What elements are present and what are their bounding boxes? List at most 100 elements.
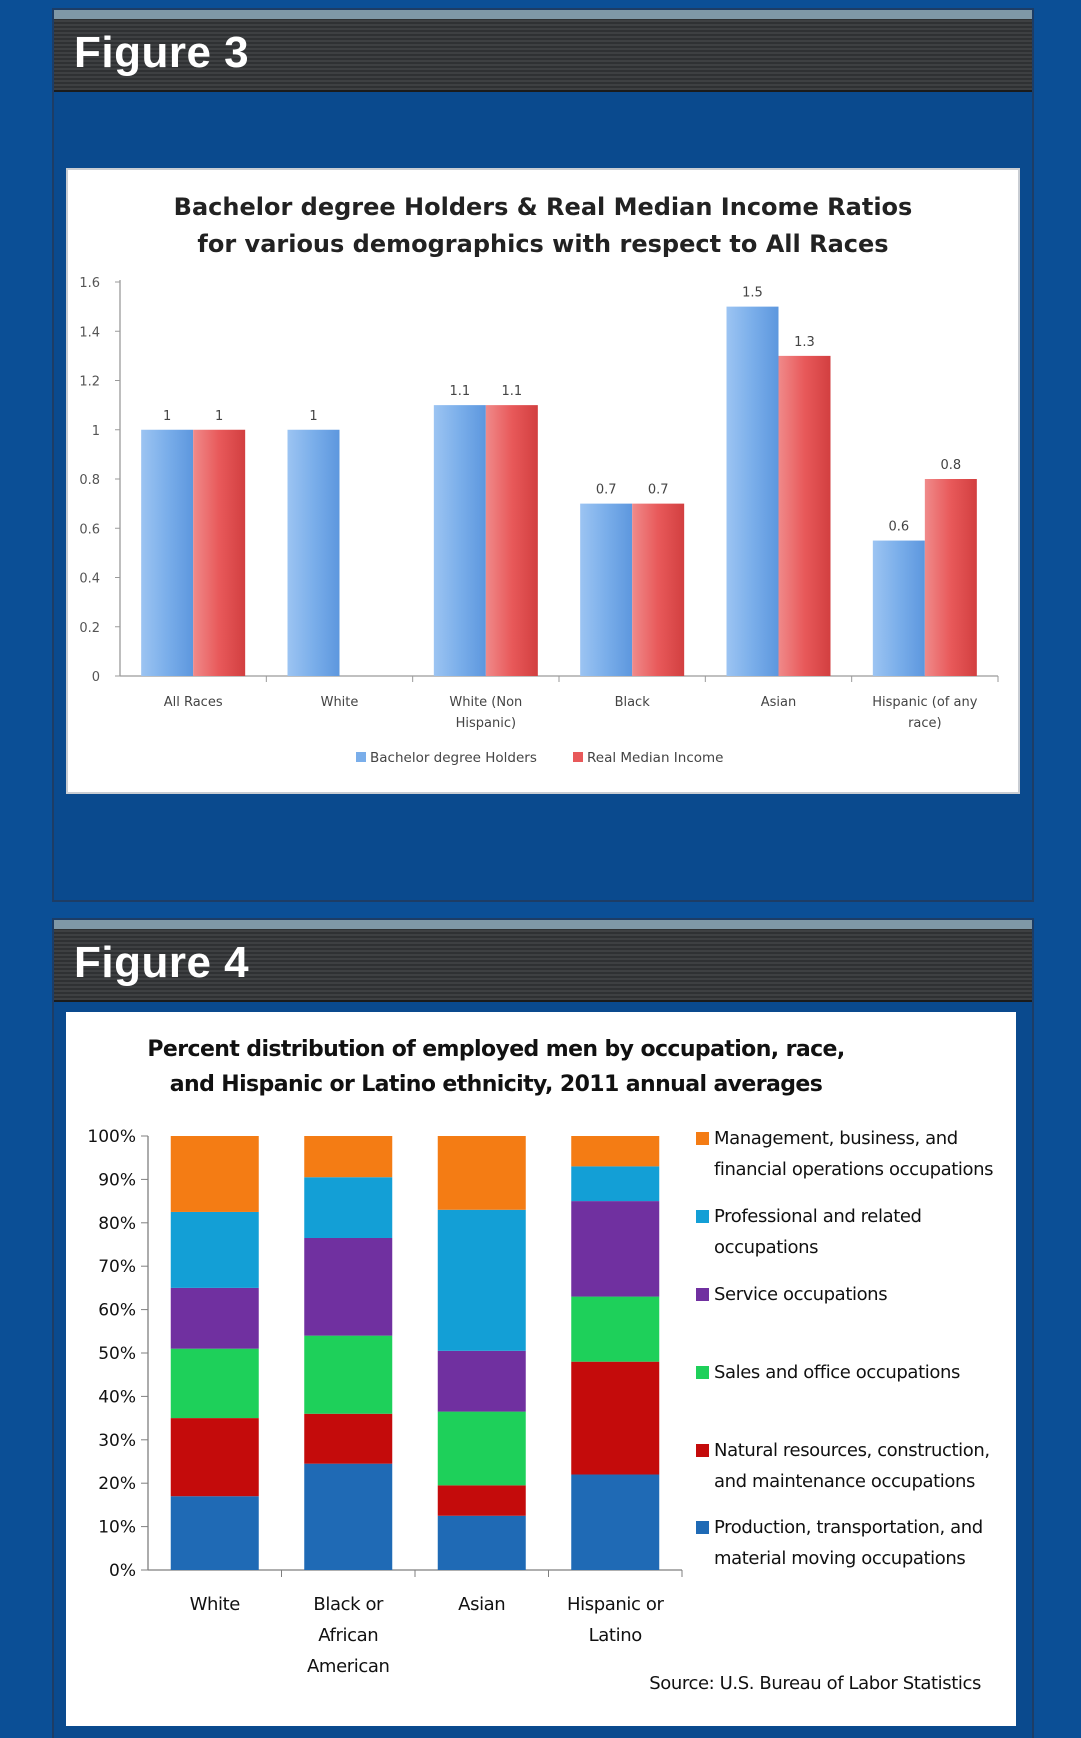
chart2-legend-label: occupations <box>714 1237 818 1258</box>
chart1-data-label: 0.7 <box>648 483 669 498</box>
chart1-y-tick-label: 0.4 <box>79 572 100 587</box>
chart2-bar-segment <box>170 1418 259 1497</box>
chart1-title-line1: Bachelor degree Holders & Real Median In… <box>174 193 913 221</box>
chart1-bar <box>433 405 486 676</box>
chart2-bar-segment <box>437 1515 526 1570</box>
chart2-category-label: Hispanic or <box>567 1594 664 1615</box>
chart2-y-tick-label: 50% <box>98 1344 136 1364</box>
chart2-bar-segment <box>170 1496 259 1570</box>
chart1-legend-label: Bachelor degree Holders <box>370 750 537 766</box>
figure-4-panel: Figure 4 Percent distribution of employe… <box>52 918 1034 1738</box>
chart2-legend-label: Service occupations <box>714 1284 887 1305</box>
chart2-y-tick-label: 70% <box>98 1257 136 1277</box>
chart1-data-label: 1.1 <box>501 384 522 399</box>
figure-4-chart-card: Percent distribution of employed men by … <box>66 1012 1016 1726</box>
chart2-y-tick-label: 30% <box>98 1431 136 1451</box>
chart2-category-label: American <box>307 1656 389 1677</box>
chart1-data-label: 1 <box>309 409 317 424</box>
chart2-bar-segment <box>170 1287 259 1349</box>
chart1-y-tick-label: 1.2 <box>79 375 100 390</box>
chart2-legend-label: Professional and related <box>714 1206 922 1227</box>
chart2-bar-segment <box>571 1296 660 1362</box>
chart2-legend-swatch <box>696 1366 709 1379</box>
chart2-bar-segment <box>437 1485 526 1516</box>
chart2-y-tick-label: 90% <box>98 1170 136 1190</box>
chart2-y-tick-label: 0% <box>109 1561 136 1581</box>
figure-4-title: Figure 4 <box>74 938 250 987</box>
chart1-bar <box>485 405 538 676</box>
chart2-bar-segment <box>170 1211 259 1288</box>
chart1-y-tick-label: 1.6 <box>79 276 100 291</box>
chart1-category-label: White <box>321 695 359 710</box>
chart1-category-label: White (Non <box>449 695 522 710</box>
chart2-legend-label: Production, transportation, and <box>714 1517 983 1538</box>
chart1-category-label: race) <box>908 716 942 731</box>
chart2-bar-segment <box>437 1136 526 1210</box>
chart2-legend-swatch <box>696 1288 709 1301</box>
chart1-title-line2: for various demographics with respect to… <box>197 230 888 258</box>
chart1-bar <box>726 306 779 676</box>
chart1-data-label: 1.5 <box>742 286 763 301</box>
chart2-legend-swatch <box>696 1521 709 1534</box>
chart1-bar <box>924 479 977 676</box>
chart2-bar-segment <box>304 1413 393 1464</box>
chart1-y-tick-label: 0.2 <box>79 621 100 636</box>
chart2-bar-segment <box>571 1474 660 1570</box>
chart1-category-label: Black <box>615 695 651 710</box>
chart1-bar <box>632 503 685 676</box>
bachelor-income-chart: Bachelor degree Holders & Real Median In… <box>79 193 999 766</box>
chart2-category-label: Black or <box>313 1594 384 1615</box>
chart1-category-label: Hispanic (of any <box>872 695 977 710</box>
chart1-bar <box>580 503 633 676</box>
chart1-y-tick-label: 1.4 <box>79 325 100 340</box>
occupation-distribution-chart: Percent distribution of employed men by … <box>87 1037 993 1694</box>
chart1-y-tick-label: 1 <box>92 424 100 439</box>
chart2-legend-label: Management, business, and <box>714 1128 958 1149</box>
chart1-legend-swatch <box>356 752 366 762</box>
chart1-data-label: 1 <box>215 409 223 424</box>
chart2-legend-label: material moving occupations <box>714 1548 965 1569</box>
chart2-bar-segment <box>571 1201 660 1297</box>
figure-3-panel: Figure 3 Bachelor degree Holders & Real … <box>52 8 1034 902</box>
chart2-bar-segment <box>304 1177 393 1238</box>
chart2-bar-segment <box>170 1136 259 1212</box>
chart1-data-label: 1.1 <box>449 384 470 399</box>
chart2-category-label: Latino <box>589 1625 643 1646</box>
chart2-bar-segment <box>437 1209 526 1351</box>
chart2-title-line1: Percent distribution of employed men by … <box>147 1037 844 1062</box>
chart2-bar-segment <box>304 1237 393 1336</box>
chart2-legend-label: and maintenance occupations <box>714 1471 975 1492</box>
figure-3-chart-card: Bachelor degree Holders & Real Median In… <box>66 168 1020 794</box>
chart2-y-tick-label: 10% <box>98 1518 136 1538</box>
chart2-category-label: African <box>318 1625 378 1646</box>
chart1-category-label: Asian <box>761 695 796 710</box>
chart2-legend-label: financial operations occupations <box>714 1159 993 1180</box>
chart1-bar <box>287 429 340 676</box>
chart1-legend-label: Real Median Income <box>587 750 723 766</box>
chart2-legend-label: Sales and office occupations <box>714 1362 960 1383</box>
chart1-y-tick-label: 0.6 <box>79 522 100 537</box>
chart1-bar <box>778 355 831 676</box>
chart2-category-label: Asian <box>458 1594 505 1615</box>
chart1-data-label: 1.3 <box>794 335 815 350</box>
chart1-bar <box>872 540 925 676</box>
chart2-bar-segment <box>571 1166 660 1202</box>
figure-4-header: Figure 4 <box>54 920 1032 1002</box>
chart2-bar-segment <box>437 1350 526 1412</box>
chart2-y-tick-label: 40% <box>98 1387 136 1407</box>
chart2-y-tick-label: 20% <box>98 1474 136 1494</box>
chart2-bar-segment <box>304 1335 393 1414</box>
chart2-bar-segment <box>571 1361 660 1475</box>
chart2-y-tick-label: 60% <box>98 1301 136 1321</box>
chart2-bar-segment <box>304 1463 393 1570</box>
chart2-legend-swatch <box>696 1210 709 1223</box>
chart2-legend-swatch <box>696 1132 709 1145</box>
chart2-legend-swatch <box>696 1444 709 1457</box>
chart2-legend-label: Natural resources, construction, <box>714 1440 990 1461</box>
chart1-y-tick-label: 0 <box>92 670 100 685</box>
chart2-category-label: White <box>190 1594 241 1615</box>
figure-3-title: Figure 3 <box>74 28 250 77</box>
chart1-data-label: 0.8 <box>940 458 961 473</box>
chart2-y-tick-label: 100% <box>87 1127 136 1147</box>
chart2-title-line2: and Hispanic or Latino ethnicity, 2011 a… <box>170 1072 823 1097</box>
